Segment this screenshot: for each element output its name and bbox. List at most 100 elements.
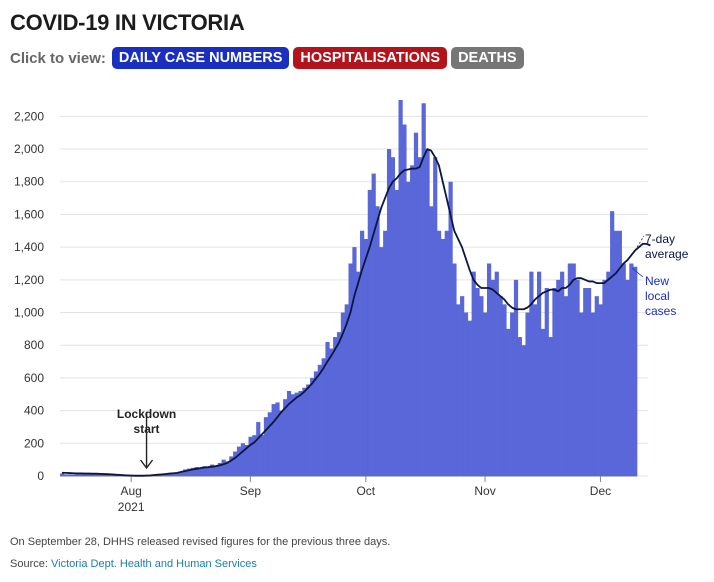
case-bar [375,206,380,476]
deaths-button[interactable]: DEATHS [451,47,524,69]
case-bar [317,364,322,476]
case-bar [302,387,307,476]
case-bar [625,279,630,476]
case-bar [517,337,522,476]
case-bar [313,371,319,476]
case-bar [460,296,465,476]
daily-case-numbers-button[interactable]: DAILY CASE NUMBERS [111,47,290,69]
case-bar [248,436,253,476]
y-tick-label: 0 [37,469,44,483]
case-bar [544,288,549,476]
case-bar [413,132,419,476]
case-bar [536,271,542,476]
case-bar [579,312,584,476]
case-bar [167,473,172,476]
hospitalisations-button[interactable]: HOSPITALISATIONS [293,47,448,69]
case-bar [548,337,553,476]
case-bar [286,390,292,476]
case-bar [552,288,557,476]
x-tick-sublabel: 2021 [118,500,145,514]
case-bar [598,304,603,476]
case-bar [367,189,372,477]
case-bar [86,473,92,476]
case-bar [475,288,480,476]
y-tick-label: 1,400 [14,240,44,254]
cases-label-line3: cases [645,304,676,318]
case-bar [602,279,607,476]
case-bar [106,474,111,476]
case-bar [71,474,76,476]
average-leader-line [634,235,645,251]
case-bar [575,279,580,476]
case-bar [217,462,222,476]
case-bar [417,157,422,476]
x-tick-label: Oct [356,484,375,498]
case-bar [340,312,346,476]
source-link[interactable]: Victoria Dept. Health and Human Services [50,558,257,570]
footnote: On September 28, DHHS released revised f… [10,536,391,548]
case-bar [110,474,115,476]
case-bar [279,410,284,476]
cases-leader-line [631,267,644,278]
case-bar [348,263,353,476]
case-bar [194,467,199,476]
case-bar [198,467,203,476]
case-bar [225,461,230,476]
lockdown-arrowhead [139,459,154,470]
case-bar [60,473,65,476]
case-bar [263,417,269,476]
case-bar [221,459,226,476]
case-bar [344,304,349,476]
case-bar [321,358,326,476]
case-bar [233,451,238,476]
x-tick-label: Nov [474,484,495,498]
case-bar [329,348,334,476]
case-bar [325,341,330,476]
case-bar [452,263,457,476]
case-bar [467,320,472,476]
case-bar [386,149,392,477]
case-bar [463,312,469,476]
bars [60,100,638,477]
case-bar [256,422,261,476]
case-bar [267,412,272,476]
case-bar [406,181,411,476]
case-bar [410,165,415,477]
case-bar [529,271,534,476]
case-bar [202,466,207,476]
case-bar [594,296,599,476]
average-label-line2: average [645,247,689,261]
case-bar [586,288,592,476]
case-bar [206,467,211,476]
case-bar [229,456,234,476]
case-bar [436,230,442,476]
case-bar [240,443,245,476]
click-to-view-label: Click to view: [10,49,106,67]
case-bar [610,211,615,476]
case-bar [402,124,407,477]
source-label: Source: [10,558,48,570]
case-bar [283,399,288,476]
case-bar [186,468,192,476]
x-tick-label: Sep [240,484,262,498]
case-bar [556,279,561,476]
case-bar [244,444,249,476]
case-bar [190,467,195,476]
y-tick-label: 1,800 [14,175,44,189]
case-bar [67,474,72,476]
case-bar [633,266,638,476]
view-selector: Click to view: DAILY CASE NUMBERS HOSPIT… [10,47,524,69]
case-bar [398,100,403,476]
case-bar [333,337,338,476]
case-bar [371,173,376,476]
y-tick-label: 400 [24,404,44,418]
case-bar [510,312,515,476]
case-bar [513,279,519,476]
x-axis: Aug 2021 Sep Oct Nov Dec [60,476,637,514]
case-bar [356,271,361,476]
case-bar [290,394,295,476]
case-bar [433,157,438,476]
case-bar [540,328,546,476]
y-tick-label: 2,000 [14,142,44,156]
case-bar [444,230,449,476]
